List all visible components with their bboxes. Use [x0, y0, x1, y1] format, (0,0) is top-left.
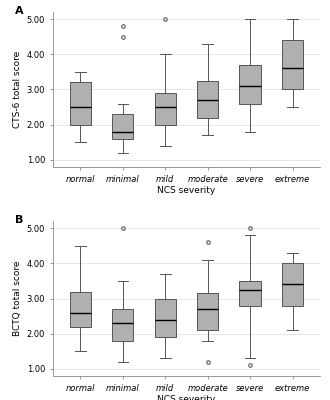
X-axis label: NCS severity: NCS severity	[157, 396, 215, 400]
PathPatch shape	[282, 40, 303, 90]
PathPatch shape	[70, 82, 91, 125]
X-axis label: NCS severity: NCS severity	[157, 186, 215, 195]
PathPatch shape	[155, 93, 176, 125]
PathPatch shape	[197, 81, 218, 118]
Y-axis label: BCTQ total score: BCTQ total score	[14, 261, 22, 336]
Text: A: A	[16, 6, 24, 16]
PathPatch shape	[240, 281, 261, 306]
PathPatch shape	[155, 298, 176, 337]
PathPatch shape	[70, 292, 91, 327]
PathPatch shape	[112, 309, 133, 341]
PathPatch shape	[112, 114, 133, 139]
Text: B: B	[16, 215, 24, 225]
PathPatch shape	[282, 263, 303, 306]
Y-axis label: CTS-6 total score: CTS-6 total score	[14, 51, 22, 128]
PathPatch shape	[240, 65, 261, 104]
PathPatch shape	[197, 293, 218, 330]
